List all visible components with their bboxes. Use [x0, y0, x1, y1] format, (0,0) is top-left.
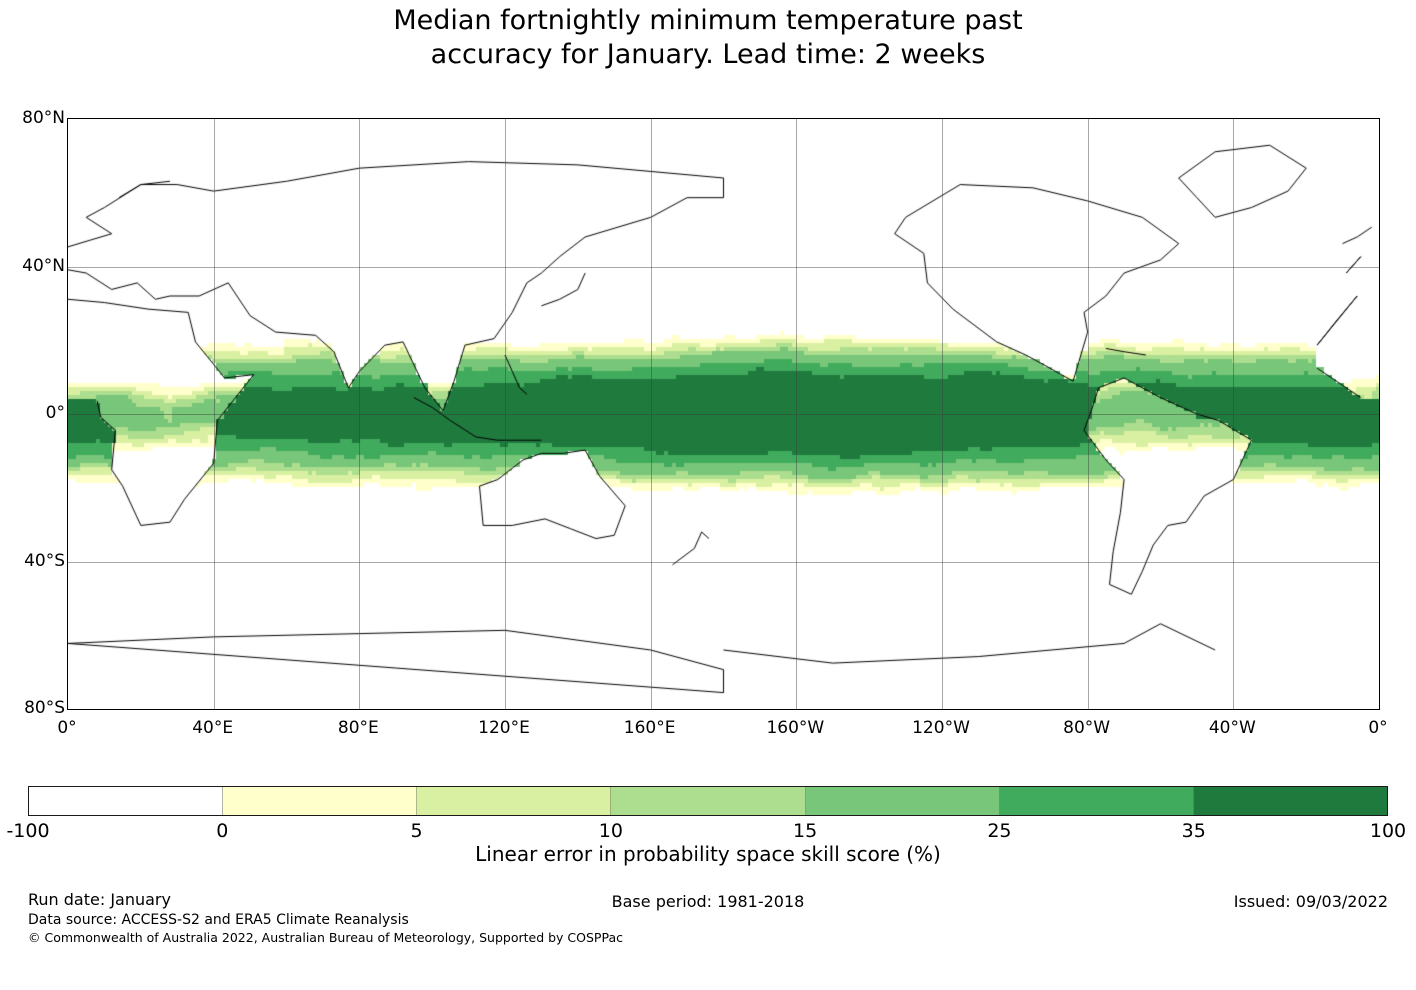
latitude-tick-4: 80°S	[24, 698, 65, 718]
colorbar-segment-4	[805, 787, 1000, 815]
colorbar-tick-5: 25	[987, 820, 1012, 842]
latitude-tick-1: 40°N	[22, 255, 65, 276]
gridline-vertical	[1088, 119, 1089, 709]
colorbar-segment-1	[223, 787, 418, 815]
longitude-tick-2: 80°E	[337, 718, 379, 738]
footer: Run date: January Base period: 1981-2018…	[0, 890, 1416, 950]
longitude-tick-4: 160°E	[623, 718, 676, 738]
longitude-tick-1: 40°E	[192, 718, 234, 738]
colorbar-tick-0: -100	[6, 820, 50, 842]
colorbar-segment-0	[29, 787, 224, 815]
map-gridlines	[68, 119, 1379, 709]
page-title: Median fortnightly minimum temperature p…	[393, 5, 1023, 70]
gridline-horizontal	[68, 414, 1379, 415]
copyright-text: © Commonwealth of Australia 2022, Austra…	[28, 930, 623, 945]
longitude-tick-8: 40°W	[1208, 718, 1256, 738]
longitude-tick-5: 160°W	[766, 718, 825, 738]
map-plot-area	[67, 118, 1380, 710]
colorbar-segment-2	[417, 787, 612, 815]
gridline-vertical	[796, 119, 797, 709]
gridline-vertical	[214, 119, 215, 709]
colorbar-tick-2: 5	[410, 820, 423, 842]
data-source-text: Data source: ACCESS-S2 and ERA5 Climate …	[28, 912, 409, 928]
colorbar-tick-3: 10	[598, 820, 623, 842]
gridline-vertical	[942, 119, 943, 709]
issued-date-text: Issued: 09/03/2022	[1233, 892, 1388, 911]
latitude-tick-3: 40°S	[24, 550, 65, 571]
longitude-tick-0: 0°	[57, 718, 77, 738]
gridline-vertical	[505, 119, 506, 709]
colorbar-label: Linear error in probability space skill …	[475, 842, 941, 866]
latitude-tick-0: 80°N	[22, 108, 65, 128]
colorbar-tick-6: 35	[1181, 820, 1206, 842]
longitude-tick-6: 120°W	[912, 718, 970, 738]
gridline-vertical	[651, 119, 652, 709]
colorbar-segment-6	[1193, 787, 1387, 815]
longitude-tick-9: 0°	[1368, 718, 1388, 738]
longitude-tick-3: 120°E	[478, 718, 530, 738]
gridline-horizontal	[68, 562, 1379, 563]
colorbar-tick-7: 100	[1369, 820, 1407, 842]
longitude-tick-7: 80°W	[1063, 718, 1111, 738]
colorbar	[28, 786, 1388, 816]
colorbar-tick-1: 0	[216, 820, 229, 842]
colorbar-segment-5	[999, 787, 1194, 815]
gridline-vertical	[1233, 119, 1234, 709]
run-date-text: Run date: January	[28, 890, 171, 909]
colorbar-segment-3	[611, 787, 806, 815]
latitude-tick-2: 0°	[45, 403, 65, 423]
gridline-horizontal	[68, 267, 1379, 268]
base-period-text: Base period: 1981-2018	[611, 892, 805, 911]
gridline-vertical	[359, 119, 360, 709]
skill-score-heatmap-canvas	[68, 119, 1379, 709]
colorbar-tick-4: 15	[793, 820, 818, 842]
